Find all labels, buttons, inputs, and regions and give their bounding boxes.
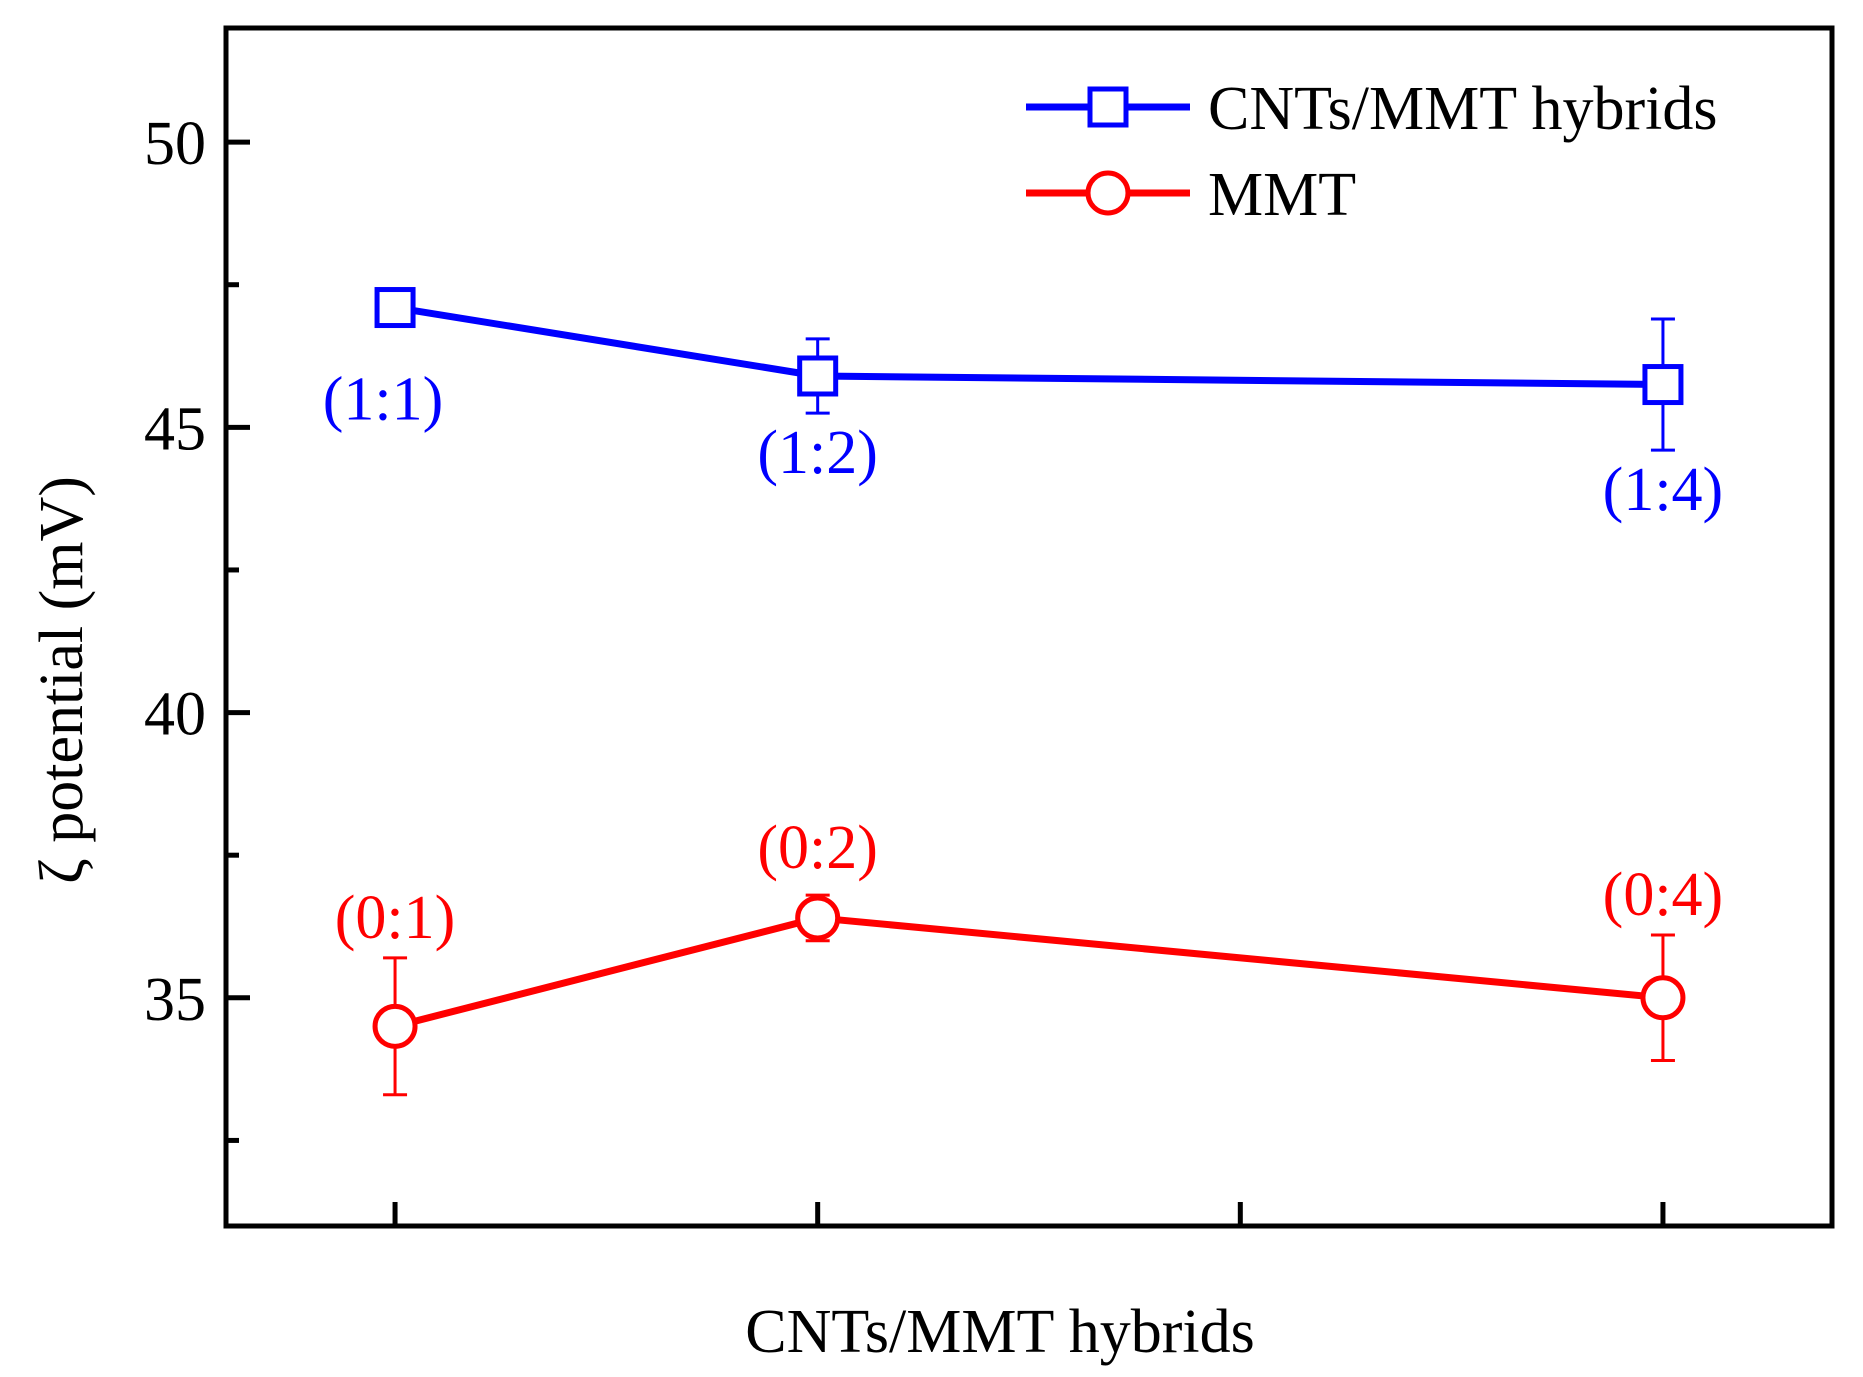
y-tick-label: 45 — [144, 395, 206, 463]
x-axis-label: CNTs/MMT hybrids — [745, 1298, 1255, 1366]
data-label: (0:4) — [1603, 861, 1724, 929]
data-point — [795, 895, 841, 941]
data-point — [797, 355, 839, 397]
y-tick-label: 40 — [144, 681, 206, 749]
data-label: (1:1) — [323, 366, 444, 434]
plot-frame — [223, 25, 1835, 1229]
data-label: (1:4) — [1603, 456, 1724, 524]
data-point — [374, 287, 416, 329]
series-line — [394, 304, 1663, 389]
data-label: (1:2) — [757, 419, 878, 487]
y-axis-label: ζ potential (mV) — [28, 476, 96, 884]
data-label: (0:2) — [757, 814, 878, 882]
series-0 — [374, 287, 1684, 452]
data-point — [372, 1003, 418, 1049]
data-point — [1642, 364, 1684, 406]
axis-layer: 35 40 45 50 — [144, 110, 1666, 1226]
legend-marker — [1085, 170, 1131, 216]
series-1 — [372, 893, 1686, 1097]
y-tick-label: 35 — [144, 966, 206, 1034]
label-layer: (1:1) (1:2) (1:4) (0:1) (0:2) (0:4) — [323, 366, 1723, 952]
data-label: (0:1) — [335, 884, 456, 952]
y-tick-label: 50 — [144, 110, 206, 178]
series-layer — [372, 287, 1686, 1097]
legend-label: MMT — [1208, 161, 1356, 229]
legend-label: CNTs/MMT hybrids — [1208, 75, 1718, 143]
data-point — [1640, 975, 1686, 1021]
series-line — [394, 914, 1664, 1030]
legend-marker — [1087, 86, 1129, 128]
legend: CNTs/MMT hybrids MMT — [1026, 75, 1718, 229]
